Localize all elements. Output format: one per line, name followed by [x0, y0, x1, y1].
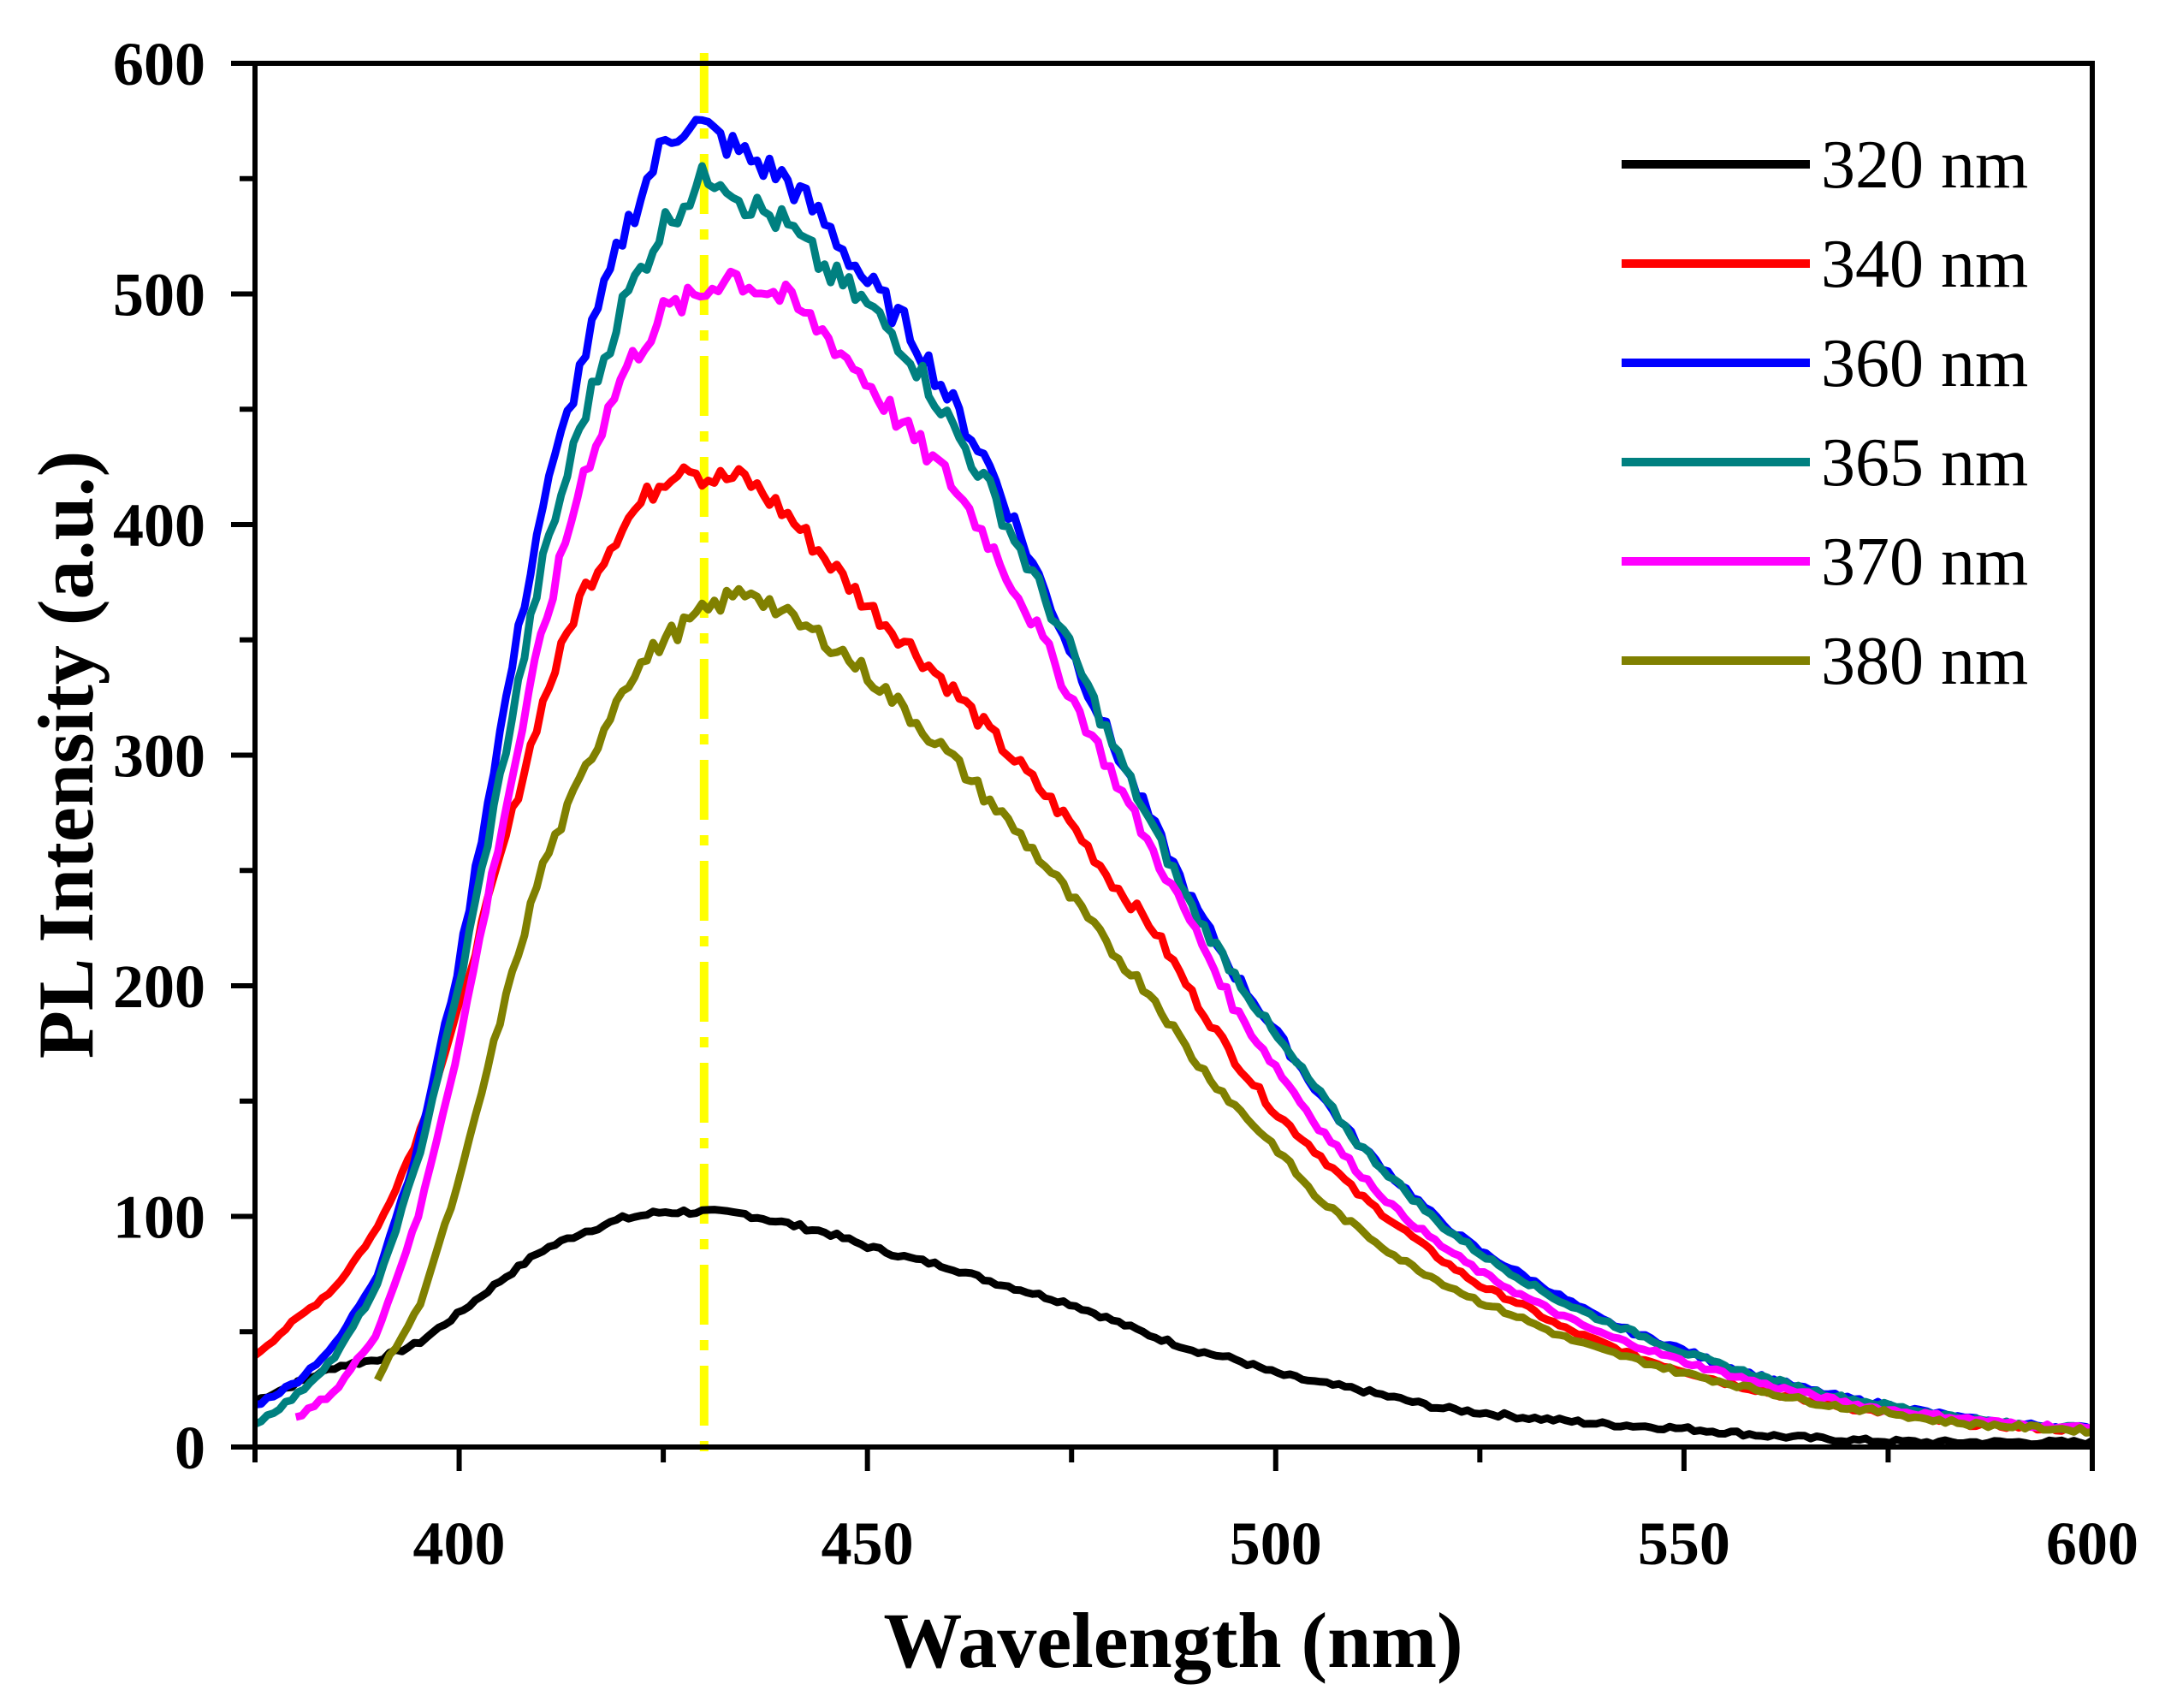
series-line-365-nm: [253, 162, 2093, 1435]
x-tick-label: 450: [822, 1509, 914, 1578]
y-tick-label: 0: [175, 1414, 205, 1482]
y-tick-label: 100: [113, 1183, 205, 1252]
legend: 320 nm 340 nm 360 nm 365 nm 370 nm 380 nm: [1622, 128, 2028, 699]
legend-label: 320 nm: [1821, 128, 2028, 203]
x-tick-label: 550: [1638, 1509, 1730, 1578]
y-tick-label: 300: [113, 722, 205, 791]
x-tick-label: 600: [2046, 1509, 2138, 1578]
series-line-370-nm: [294, 267, 2091, 1432]
x-tick-label: 400: [413, 1509, 506, 1578]
y-tick-label: 500: [113, 261, 205, 329]
series-line-380-nm: [374, 584, 2093, 1437]
legend-label: 370 nm: [1821, 525, 2028, 600]
y-tick-label: 600: [113, 30, 205, 98]
legend-label: 360 nm: [1821, 326, 2028, 401]
y-tick-label: 400: [113, 491, 205, 560]
legend-label: 365 nm: [1821, 425, 2028, 501]
legend-label: 340 nm: [1821, 227, 2028, 302]
x-axis-title: Wavelength (nm): [883, 1597, 1462, 1684]
x-tick-label: 500: [1230, 1509, 1322, 1578]
legend-label: 380 nm: [1821, 624, 2028, 699]
y-tick-label: 200: [113, 952, 205, 1021]
y-axis-title: PL Intensity (a.u.): [22, 451, 110, 1059]
series-line-320-nm: [253, 1206, 2095, 1449]
